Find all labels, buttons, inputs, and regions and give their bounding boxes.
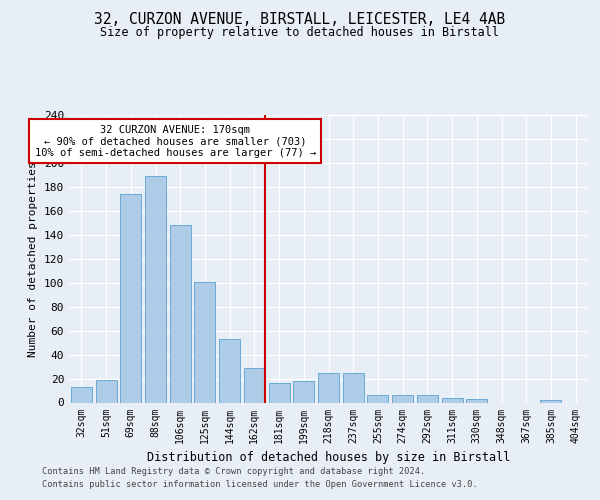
Bar [541,400,562,402]
Bar [417,396,438,402]
Bar [145,176,166,402]
Bar [71,387,92,402]
Bar [392,396,413,402]
Bar [120,194,141,402]
Bar [367,396,388,402]
Bar [95,380,116,402]
Y-axis label: Number of detached properties: Number of detached properties [28,161,38,356]
Bar [269,384,290,402]
Bar [170,225,191,402]
Bar [219,339,240,402]
Text: Size of property relative to detached houses in Birstall: Size of property relative to detached ho… [101,26,499,39]
Bar [318,372,339,402]
Text: Contains public sector information licensed under the Open Government Licence v3: Contains public sector information licen… [42,480,478,489]
Text: Contains HM Land Registry data © Crown copyright and database right 2024.: Contains HM Land Registry data © Crown c… [42,467,425,476]
Bar [244,368,265,402]
Bar [343,372,364,402]
Bar [442,398,463,402]
Text: 32, CURZON AVENUE, BIRSTALL, LEICESTER, LE4 4AB: 32, CURZON AVENUE, BIRSTALL, LEICESTER, … [94,12,506,28]
X-axis label: Distribution of detached houses by size in Birstall: Distribution of detached houses by size … [147,451,510,464]
Bar [194,282,215,403]
Bar [293,381,314,402]
Bar [466,399,487,402]
Text: 32 CURZON AVENUE: 170sqm
← 90% of detached houses are smaller (703)
10% of semi-: 32 CURZON AVENUE: 170sqm ← 90% of detach… [35,124,316,158]
